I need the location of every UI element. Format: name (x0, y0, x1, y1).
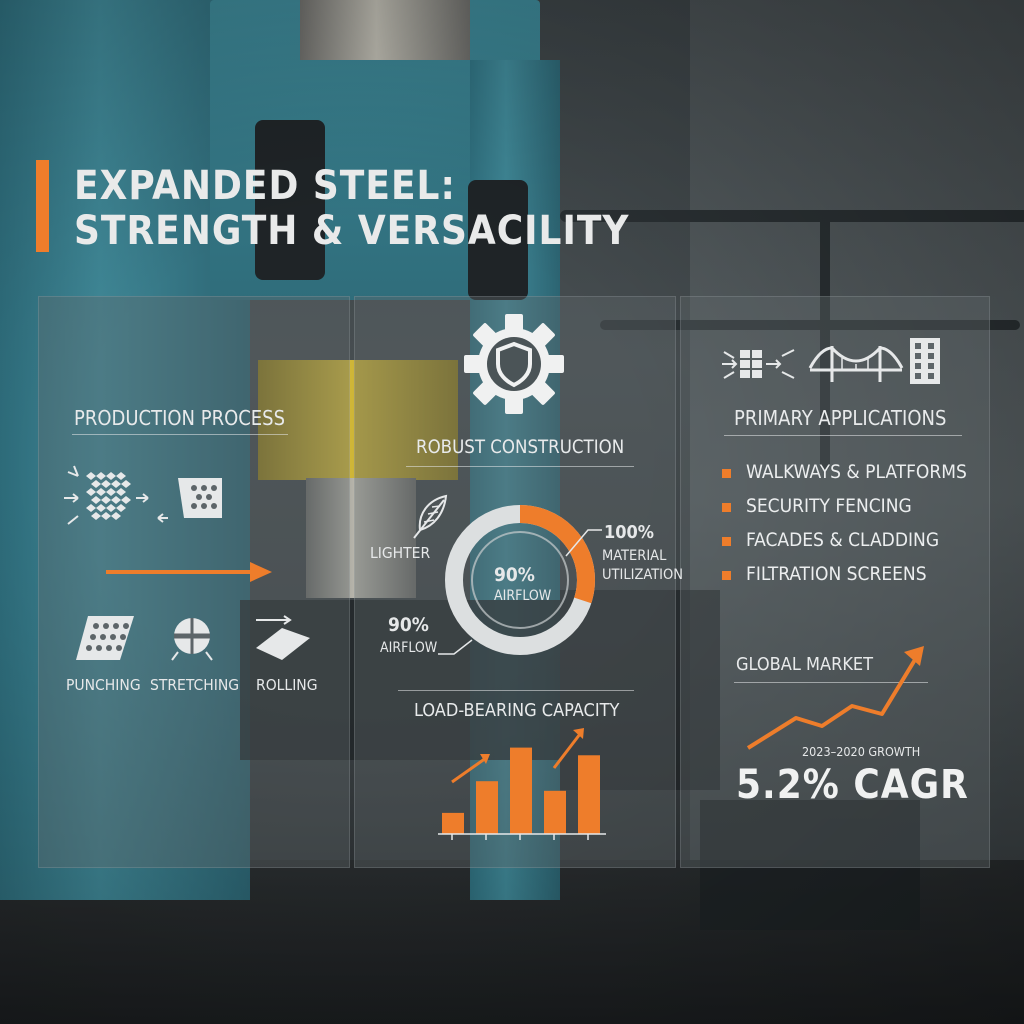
feather-icon (413, 494, 448, 539)
bullet-square (722, 469, 731, 478)
building-icon (910, 338, 940, 384)
production-underline (72, 434, 288, 435)
load-top-rule (398, 690, 634, 691)
list-item: FACADES & CLADDING (722, 529, 967, 563)
title-line-1: EXPANDED STEEL: (74, 163, 456, 209)
market-underline (734, 682, 928, 683)
bullet-square (722, 571, 731, 580)
material-label-line1: MATERIAL (602, 548, 667, 564)
load-bar-chart (438, 728, 606, 840)
title-line-2: STRENGTH & VERSACILITY (74, 208, 630, 254)
bullet-square (722, 503, 731, 512)
list-item: SECURITY FENCING (722, 495, 967, 529)
lighter-label: LIGHTER (370, 544, 431, 562)
load-trend-arrow-1 (451, 756, 487, 784)
bullet-square (722, 537, 731, 546)
expansion-diagram-icon (64, 465, 222, 525)
applications-panel (680, 296, 990, 868)
application-label: WALKWAYS & PLATFORMS (746, 461, 967, 483)
perforated-sheet-icon (76, 616, 134, 660)
stretch-rollers-icon (171, 618, 213, 661)
load-bar (442, 812, 464, 834)
gear-shield-icon (464, 314, 564, 414)
step-stretching: STRETCHING (150, 676, 240, 694)
load-heading: LOAD-BEARING CAPACITY (414, 700, 620, 721)
applications-list: WALKWAYS & PLATFORMS SECURITY FENCING FA… (722, 461, 967, 597)
airflow-leader-line (438, 639, 473, 655)
construction-heading: ROBUST CONSTRUCTION (416, 437, 625, 458)
list-item: FILTRATION SCREENS (722, 563, 967, 597)
load-bar (544, 790, 566, 834)
application-label: SECURITY FENCING (746, 495, 912, 517)
material-label-line2: UTILIZATION (602, 567, 684, 583)
ring-center-label: AIRFLOW (494, 588, 552, 604)
page-title: EXPANDED STEEL: STRENGTH & VERSACILITY (74, 164, 629, 254)
load-bar (510, 747, 532, 834)
airflow-ring-fill (445, 505, 595, 655)
load-bar (476, 781, 498, 834)
load-bar (578, 755, 600, 834)
load-trend-arrow-2 (552, 733, 582, 769)
production-panel (38, 296, 350, 868)
market-heading: GLOBAL MARKET (736, 654, 874, 675)
applications-underline (724, 435, 962, 436)
rolled-sheet-icon (256, 615, 310, 660)
list-item: WALKWAYS & PLATFORMS (722, 461, 967, 495)
airflow-value: 90% (388, 614, 429, 636)
airflow-ring-chart (445, 505, 595, 655)
bridge-icon (808, 346, 904, 382)
trend-up-icon (746, 646, 924, 750)
process-arrow-icon (106, 562, 272, 582)
material-value: 100% (604, 522, 655, 543)
application-label: FILTRATION SCREENS (746, 563, 927, 585)
application-label: FACADES & CLADDING (746, 529, 940, 551)
step-punching: PUNCHING (66, 676, 141, 694)
production-heading: PRODUCTION PROCESS (74, 406, 286, 430)
construction-underline (406, 466, 634, 467)
growth-label: 2023–2020 GROWTH (802, 744, 921, 759)
ring-center-value: 90% (494, 564, 535, 586)
step-rolling: ROLLING (256, 676, 318, 694)
applications-heading: PRIMARY APPLICATIONS (734, 406, 947, 430)
material-leader-line (565, 529, 602, 557)
title-accent-bar (36, 160, 49, 252)
cagr-value: 5.2% CAGR (736, 762, 969, 808)
airflow-label: AIRFLOW (380, 640, 438, 656)
walkway-grid-icon (722, 349, 795, 379)
